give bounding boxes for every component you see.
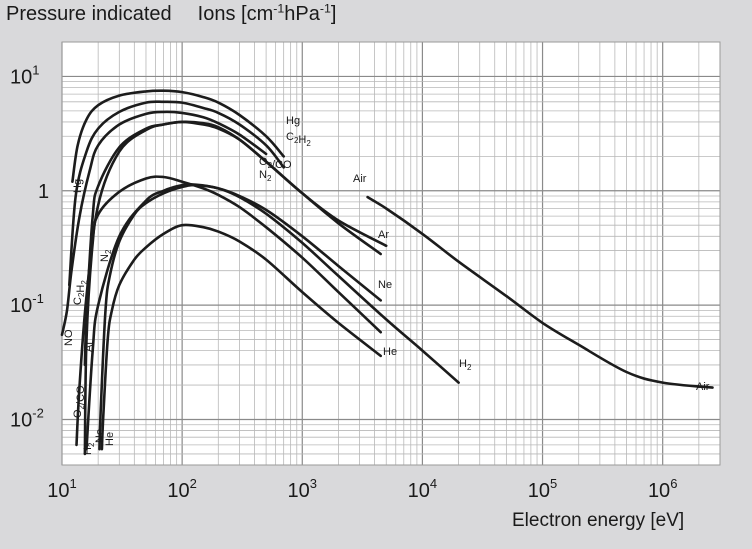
y-tick-label: 1 [38,181,49,203]
x-tick-label: 102 [167,476,196,502]
y-tick-labels: 101 1 10-1 10-2 [10,62,49,431]
y-axis-title-quantity: Pressure indicated [6,3,172,25]
series-label-air-end: Air [696,381,710,393]
series-label-ar-end: Ar [378,229,389,241]
x-tick-label: 104 [408,476,437,502]
series-label-o2-co-start: O2/CO [72,385,87,418]
series-line-he [100,223,382,451]
y-tick-label: 10-1 [10,291,44,317]
series-label-c2h2-start: C2H2 [72,280,89,305]
series-line-c2h2 [68,100,285,287]
series-label-he-start: He [104,432,116,446]
series-label-n2-start: N2 [99,249,113,262]
series-label-ne-start: Ne [94,429,106,443]
series-label-ar-start: Ar [83,341,95,352]
plot-area [62,42,720,465]
y-tick-label: 10-2 [10,405,44,431]
plot-frame [61,41,721,466]
series-label-hg-start: Hg [72,179,84,193]
series-label-h2-start: H2 [82,442,96,455]
series-line-ne [98,183,382,451]
series-label-n2-end: N2 [259,169,272,183]
series-lines [60,89,714,456]
series-label-no-start: NO [63,329,75,346]
series-label-h2-end: H2 [459,358,472,372]
series-line-n2 [83,175,382,456]
series-label-hg-end: Hg [286,115,300,127]
y-tick-label: 101 [10,62,39,88]
series-label-c2h2-end: C2H2 [286,131,311,148]
y-axis-title: Pressure indicated Ions [cm-1hPa-1] [6,1,337,26]
series-line-h2 [85,183,460,451]
x-tick-label: 106 [648,476,677,502]
x-tick-label: 105 [528,476,557,502]
x-axis-title: Electron energy [eV] [512,510,685,531]
series-line-no [60,110,268,337]
series-line-hg [71,89,285,183]
y-axis-title-unit: Ions [cm-1hPa-1] [197,1,337,25]
series-labels: HgHgC2H2C2H2NOO2/COO2/COArArN2N2NeNeHeHe… [63,115,710,455]
series-line-air [366,195,714,389]
series-label-o2-co-end: O2/CO [259,156,292,171]
series-label-he-end: He [383,346,397,358]
x-tick-label: 103 [288,476,317,502]
series-label-air-start: Air [353,173,367,185]
series-label-ne-end: Ne [378,279,392,291]
x-tick-label: 101 [47,476,76,502]
series-line-ar [83,120,382,367]
x-tick-labels: 101 102 103 104 105 106 [47,476,677,502]
